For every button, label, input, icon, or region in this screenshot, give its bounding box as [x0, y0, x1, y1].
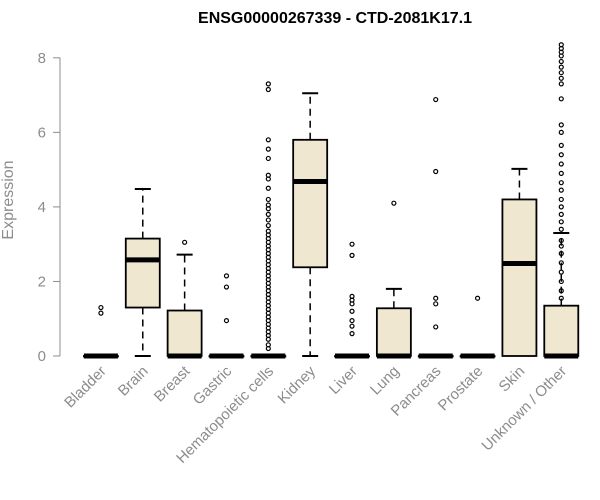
y-tick-label: 0: [38, 348, 46, 365]
outlier-point: [558, 75, 564, 81]
outlier-point: [558, 152, 564, 158]
box-unknown-other: [543, 42, 580, 359]
category-label: Skin: [496, 363, 529, 396]
y-tick-label: 6: [38, 124, 46, 141]
chart-title: ENSG00000267339 - CTD-2081K17.1: [198, 10, 472, 27]
box-bladder: [83, 304, 119, 359]
outlier-point: [558, 180, 564, 186]
outlier-point: [558, 129, 564, 135]
outlier-point: [265, 146, 271, 152]
outlier-point: [433, 96, 439, 103]
outlier-point: [391, 200, 397, 206]
outlier-point: [474, 295, 481, 301]
outlier-point: [349, 241, 355, 247]
box-breast: [166, 239, 203, 359]
outlier-point: [349, 323, 355, 329]
outlier-point: [558, 278, 564, 285]
outlier-point: [558, 204, 564, 210]
outlier-point: [223, 273, 230, 279]
category-label: Lung: [367, 363, 403, 399]
outlier-point: [265, 222, 271, 229]
outlier-point: [558, 96, 564, 102]
box-hematopoietic-cells: [250, 81, 287, 359]
box-body: [543, 304, 580, 357]
outlier-point: [558, 42, 564, 48]
box-lung: [375, 200, 412, 359]
box-skin: [501, 167, 538, 357]
outlier-point: [433, 301, 439, 307]
outlier-point: [433, 324, 439, 330]
outlier-point: [558, 187, 564, 193]
y-axis: 0 2 4 6 8: [38, 50, 61, 365]
category-label: Breast: [151, 362, 194, 405]
box-liver: [334, 241, 370, 359]
outlier-point: [265, 217, 271, 223]
outlier-point: [558, 122, 564, 128]
outlier-point: [265, 137, 271, 143]
outlier-point: [558, 269, 564, 275]
outlier-point: [558, 295, 564, 301]
outlier-point: [558, 243, 564, 249]
outlier-point: [558, 237, 564, 244]
outlier-point: [349, 331, 355, 337]
outlier-point: [433, 168, 439, 175]
box-body: [375, 307, 412, 357]
outlier-point: [558, 219, 564, 225]
outlier-point: [265, 155, 271, 162]
outlier-point: [349, 252, 355, 258]
outlier-point: [265, 202, 271, 208]
outlier-point: [98, 310, 104, 316]
outlier-point: [558, 226, 564, 232]
category-label: Prostate: [435, 363, 487, 415]
outlier-point: [558, 170, 564, 176]
box-body: [501, 198, 538, 357]
box-body: [166, 309, 203, 357]
outlier-point: [558, 142, 564, 148]
outlier-point: [558, 81, 564, 87]
outlier-point: [265, 211, 271, 217]
outlier-point: [558, 211, 564, 217]
outlier-point: [558, 260, 564, 266]
boxes-group: [83, 42, 580, 359]
outlier-point: [265, 196, 271, 203]
outlier-point: [349, 308, 355, 314]
outlier-point: [349, 293, 355, 299]
box-gastric: [208, 273, 245, 359]
y-tick-label: 8: [38, 50, 46, 67]
outlier-point: [558, 250, 564, 257]
box-kidney: [292, 92, 329, 357]
outlier-point: [265, 185, 271, 191]
y-tick-label: 2: [38, 273, 46, 290]
category-label: Liver: [326, 363, 361, 398]
outlier-point: [265, 172, 271, 178]
box-body: [292, 138, 329, 269]
outlier-point: [98, 304, 104, 311]
outlier-point: [349, 317, 355, 324]
outlier-point: [265, 81, 271, 87]
y-tick-label: 4: [38, 199, 46, 216]
category-label: Kidney: [275, 362, 320, 407]
box-body: [124, 237, 161, 309]
outlier-point: [265, 86, 271, 93]
y-axis-label: Expression: [0, 160, 17, 239]
category-label: Bladder: [61, 363, 110, 412]
box-brain: [124, 188, 161, 357]
outlier-point: [433, 295, 439, 301]
outlier-point: [182, 239, 188, 245]
outlier-point: [558, 70, 564, 76]
outlier-point: [223, 317, 230, 324]
box-prostate: [459, 295, 496, 359]
outlier-point: [558, 288, 564, 294]
outlier-point: [265, 342, 271, 348]
outlier-point: [223, 284, 230, 290]
outlier-point: [265, 228, 271, 234]
outlier-point: [558, 64, 564, 70]
outlier-point: [558, 161, 564, 167]
outlier-point: [558, 58, 564, 65]
category-label: Brain: [115, 363, 152, 400]
box-pancreas: [417, 96, 454, 359]
outlier-point: [558, 196, 564, 203]
